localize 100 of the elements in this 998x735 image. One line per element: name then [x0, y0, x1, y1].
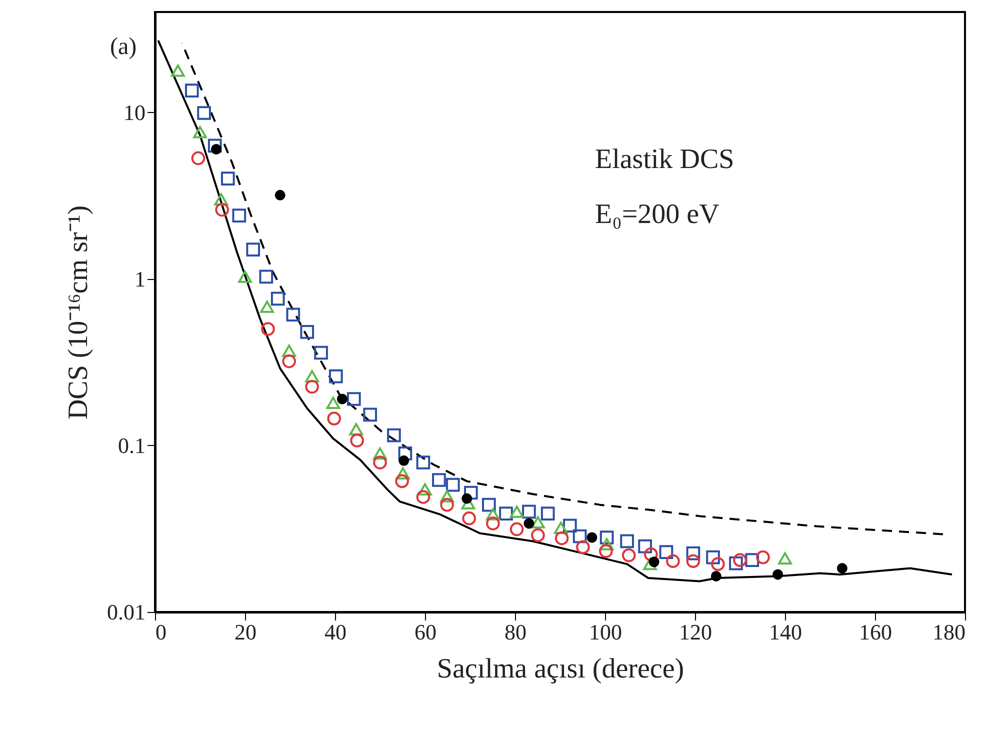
point — [778, 552, 792, 564]
point — [706, 550, 720, 564]
point — [620, 534, 634, 548]
point — [214, 193, 228, 206]
point — [659, 545, 674, 559]
point — [638, 539, 652, 554]
point — [171, 64, 185, 77]
point — [686, 554, 700, 568]
point — [387, 428, 401, 442]
point — [554, 531, 569, 546]
y-tick-label: 0.01 — [107, 600, 146, 624]
point — [756, 550, 770, 564]
y-tick-label: 1 — [134, 266, 146, 292]
point — [215, 202, 229, 217]
point — [733, 553, 747, 567]
point — [600, 538, 614, 550]
point — [282, 354, 296, 368]
y-tick-label: 0.1 — [118, 432, 146, 458]
point — [184, 84, 199, 98]
point — [522, 504, 536, 519]
point — [260, 300, 274, 313]
point — [282, 344, 296, 357]
point — [710, 570, 722, 582]
x-tick-label: 120 — [679, 620, 712, 644]
point — [208, 138, 222, 153]
point — [711, 557, 725, 571]
x-tick-label: 60 — [414, 620, 436, 644]
point — [446, 478, 460, 492]
point — [395, 474, 409, 488]
point — [305, 380, 319, 394]
point — [432, 473, 446, 487]
point — [510, 506, 524, 518]
point — [193, 126, 207, 138]
x-tick-label: 40 — [324, 620, 346, 644]
point — [586, 532, 598, 543]
point — [270, 292, 285, 306]
point — [486, 508, 500, 520]
point — [286, 308, 300, 322]
point — [238, 270, 252, 283]
point — [305, 370, 319, 382]
point — [524, 518, 534, 529]
point — [314, 346, 328, 360]
point — [346, 392, 361, 406]
point — [600, 530, 614, 544]
point — [531, 528, 545, 542]
point — [729, 556, 743, 570]
point — [666, 554, 680, 568]
point — [373, 447, 387, 460]
point — [327, 412, 342, 426]
point — [499, 506, 513, 520]
text: (a) — [110, 34, 137, 60]
annotation: Elastik DCS — [595, 144, 734, 175]
x-tick-label: 180 — [932, 620, 966, 644]
point — [745, 553, 760, 567]
point — [416, 456, 430, 470]
point — [836, 563, 848, 574]
point — [349, 423, 364, 436]
point — [554, 522, 568, 534]
x-tick-label: 20 — [234, 620, 256, 644]
point — [598, 544, 613, 558]
point — [398, 446, 412, 460]
point — [486, 516, 500, 530]
point — [328, 369, 343, 384]
point — [440, 498, 454, 512]
x-tick-label: 0 — [156, 620, 166, 644]
x-tick-label: 140 — [769, 620, 802, 644]
y-axis-title: DCS (10⁻¹⁶cm sr⁻¹) — [63, 205, 94, 420]
point — [531, 516, 545, 528]
x-tick-label: 80 — [504, 620, 526, 644]
point — [300, 325, 314, 339]
y-tick-label: 10 — [124, 100, 146, 125]
point — [232, 208, 246, 222]
x-axis-title: Saçılma açısı (derece) — [436, 654, 684, 684]
point — [261, 322, 275, 336]
point — [326, 396, 340, 410]
point — [396, 467, 410, 480]
point — [336, 394, 348, 404]
point — [398, 455, 410, 466]
point — [418, 483, 432, 496]
point — [197, 106, 211, 120]
point — [482, 498, 496, 512]
point — [274, 190, 286, 200]
point — [643, 558, 657, 570]
point — [462, 511, 476, 526]
point — [622, 548, 636, 562]
point — [440, 490, 454, 502]
point — [462, 493, 472, 504]
point — [572, 529, 587, 544]
point — [464, 486, 478, 500]
point — [246, 242, 260, 256]
point — [576, 540, 590, 554]
point — [772, 569, 784, 580]
point — [350, 434, 364, 448]
annotation: E₀=200 eV — [595, 199, 720, 230]
point — [510, 522, 524, 536]
point — [540, 506, 555, 520]
x-tick-label: 160 — [859, 620, 892, 644]
point — [220, 172, 235, 186]
point — [686, 546, 700, 560]
x-tick-label: 100 — [589, 620, 622, 644]
